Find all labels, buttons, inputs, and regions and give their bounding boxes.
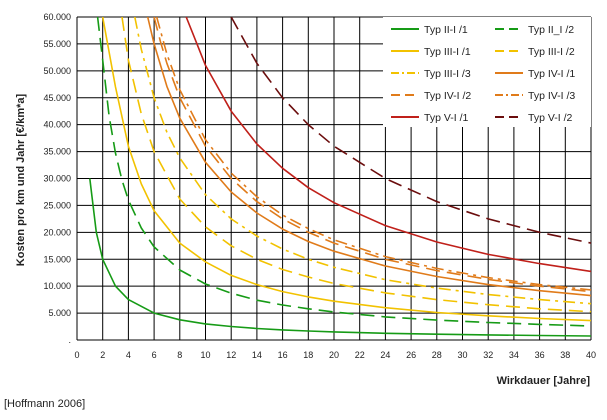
x-tick-label: 2 bbox=[100, 350, 105, 360]
x-tick-label: 14 bbox=[252, 350, 262, 360]
legend-label: Typ IV-I /1 bbox=[528, 68, 575, 80]
x-tick-label: 10 bbox=[200, 350, 210, 360]
x-tick-label: 12 bbox=[226, 350, 236, 360]
legend-label: Typ III-I /3 bbox=[424, 68, 471, 80]
x-tick-label: 28 bbox=[432, 350, 442, 360]
y-tick-label: 45.000 bbox=[43, 93, 71, 103]
x-tick-label: 32 bbox=[483, 350, 493, 360]
series-line bbox=[121, 17, 591, 313]
series-line bbox=[134, 17, 591, 305]
x-tick-label: 8 bbox=[177, 350, 182, 360]
legend-label: Typ V-I /2 bbox=[528, 112, 573, 124]
legend-label: Typ III-I /2 bbox=[528, 46, 575, 58]
x-axis-title: Wirkdauer [Jahre] bbox=[497, 375, 591, 387]
legend: Typ II-I /1 Typ II_I /2 Typ III-I /1 Typ II… bbox=[383, 17, 591, 127]
legend-label: Typ II-I /1 bbox=[424, 24, 468, 36]
y-tick-label: 35.000 bbox=[43, 147, 71, 157]
legend-label: Typ III-I /1 bbox=[424, 46, 471, 58]
series-line bbox=[185, 17, 591, 273]
legend-label: Typ IV-I /3 bbox=[528, 90, 575, 102]
x-tick-label: 4 bbox=[126, 350, 131, 360]
x-tick-label: 6 bbox=[152, 350, 157, 360]
x-tick-label: 40 bbox=[586, 350, 596, 360]
axes: 0 2 4 6 8 10 12 14 16 18 20 22 24 26 28 30 32 34 36 38 40.5.… bbox=[43, 12, 596, 360]
series-line bbox=[96, 17, 591, 327]
x-tick-label: 18 bbox=[303, 350, 313, 360]
source-citation: [Hoffmann 2006] bbox=[4, 398, 86, 410]
y-tick-label: 10.000 bbox=[43, 281, 71, 291]
y-tick-label: 30.000 bbox=[43, 174, 71, 184]
x-tick-label: 24 bbox=[380, 350, 390, 360]
series-line bbox=[230, 17, 591, 244]
legend-label: Typ II_I /2 bbox=[528, 24, 574, 36]
y-tick-label: 25.000 bbox=[43, 200, 71, 210]
y-tick-label: . bbox=[68, 335, 71, 345]
y-tick-label: 40.000 bbox=[43, 120, 71, 130]
x-tick-label: 34 bbox=[509, 350, 519, 360]
y-tick-label: 60.000 bbox=[43, 12, 71, 22]
x-tick-label: 20 bbox=[329, 350, 339, 360]
series-line bbox=[155, 17, 591, 291]
x-tick-label: 0 bbox=[74, 350, 79, 360]
series-line bbox=[89, 178, 591, 337]
series-layer bbox=[89, 17, 591, 337]
series-line bbox=[146, 17, 591, 297]
y-tick-label: 20.000 bbox=[43, 227, 71, 237]
y-tick-label: 50.000 bbox=[43, 66, 71, 76]
series-line bbox=[153, 17, 591, 293]
y-tick-label: 5.000 bbox=[48, 308, 71, 318]
legend-label: Typ V-I /1 bbox=[424, 112, 469, 124]
y-tick-label: 55.000 bbox=[43, 39, 71, 49]
x-tick-label: 36 bbox=[535, 350, 545, 360]
legend-box bbox=[383, 17, 591, 127]
x-tick-label: 38 bbox=[560, 350, 570, 360]
legend-label: Typ IV-I /2 bbox=[424, 90, 471, 102]
series-line bbox=[101, 17, 591, 322]
x-tick-label: 26 bbox=[406, 350, 416, 360]
grid bbox=[76, 16, 592, 341]
x-tick-label: 22 bbox=[355, 350, 365, 360]
x-tick-label: 30 bbox=[457, 350, 467, 360]
y-tick-label: 15.000 bbox=[43, 254, 71, 264]
y-axis-title: Kosten pro km und Jahr [€/km*a] bbox=[15, 93, 27, 266]
x-tick-label: 16 bbox=[278, 350, 288, 360]
